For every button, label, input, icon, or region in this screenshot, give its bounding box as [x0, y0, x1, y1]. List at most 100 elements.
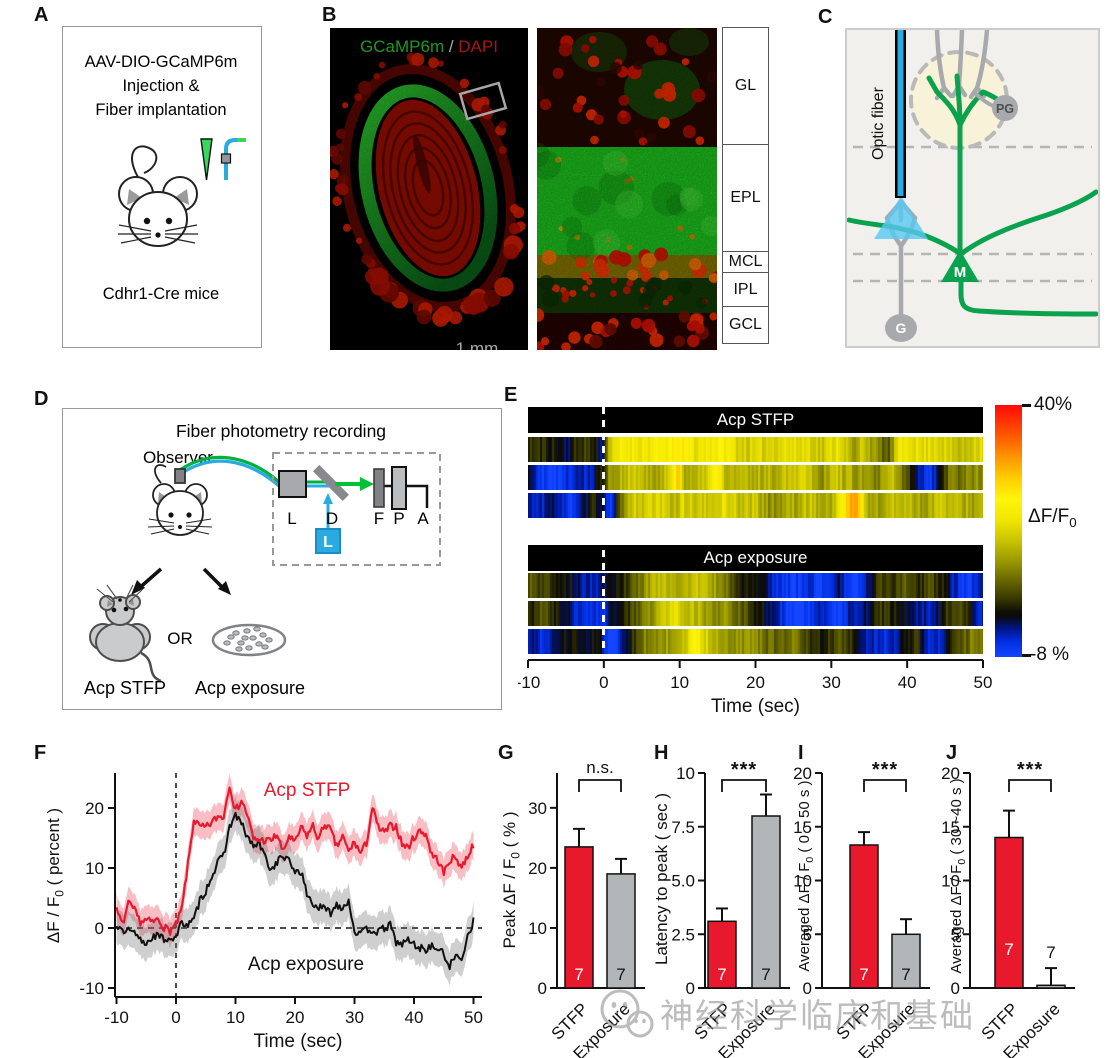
- i-ylabel-post: ( 0 ~ 50 s ): [796, 780, 813, 857]
- light-cone: [874, 196, 928, 239]
- photodetector-letter: P: [393, 509, 404, 528]
- panel-label-j: J: [946, 742, 958, 764]
- food-pellet: [243, 628, 251, 634]
- food-pellet: [235, 646, 243, 652]
- colorbar-max-tick: [1022, 404, 1031, 407]
- optic-fiber-core: [897, 30, 904, 196]
- layer-mcl-label: MCL: [728, 253, 763, 270]
- pipette-icon: [200, 138, 213, 181]
- n-label: 7: [1046, 943, 1055, 962]
- stfp-option-label: Acp STFP: [84, 678, 166, 698]
- colorbar-title-sub: 0: [1069, 514, 1077, 530]
- layer-ipl: IPL: [722, 272, 769, 307]
- x-tick-label: 40: [898, 673, 917, 692]
- light-source-label: L: [323, 534, 333, 551]
- mitral-cell-processes: [847, 73, 1098, 317]
- layer-gcl-label: GCL: [729, 315, 762, 333]
- layer-label-column: GL EPL MCL IPL GCL: [722, 26, 769, 344]
- panel-label-c: C: [818, 6, 833, 28]
- layer-ipl-label: IPL: [733, 280, 758, 298]
- heatmap-row-stfp-1: [528, 437, 983, 462]
- g-ylabel-pre: Peak ΔF / F: [500, 858, 519, 949]
- panel-label-i: I: [798, 742, 804, 764]
- layer-gcl: GCL: [722, 305, 769, 344]
- y-tick-label: 15: [793, 818, 812, 837]
- stfp-series-label: Acp STFP: [264, 780, 351, 801]
- panel-d-box: Fiber photometry recording Observer: [62, 408, 502, 710]
- panel-a-drawing: AAV-DIO-GCaMP6m Injection & Fiber implan…: [85, 53, 246, 303]
- trace-line: [115, 786, 475, 936]
- food-pellet: [223, 640, 231, 646]
- bar-exposure: [751, 815, 781, 989]
- y-tick-label: -10: [79, 979, 104, 998]
- error-band: [116, 796, 474, 986]
- colorbar-title: ΔF/F0: [1028, 506, 1077, 530]
- heatmap-time-axis: -10 0 10 20 30 40 50 Time (sec): [518, 659, 992, 717]
- optics-box: [272, 452, 441, 566]
- y-tick-label: 0: [95, 919, 104, 938]
- bar-stfp: [707, 920, 737, 989]
- x-tick-label: 20: [746, 673, 765, 692]
- i-ylabel-pre: Averaged ΔF / F: [796, 862, 813, 972]
- n-label: 7: [574, 965, 583, 984]
- f-ylabel: ΔF / F0 ( percent ): [44, 763, 66, 988]
- food-pellet: [241, 635, 249, 641]
- layer-epl-label: EPL: [730, 189, 761, 206]
- y-tick-label: 20: [528, 859, 547, 878]
- exposure-option-label: Acp exposure: [195, 678, 305, 698]
- exposure-heatmap-header: Acp exposure: [528, 545, 983, 571]
- bar-exposure: [891, 933, 921, 989]
- x-tick-label: 10: [226, 1008, 245, 1027]
- amplifier-letter: A: [417, 509, 429, 528]
- heatmap-row-stfp-2: [528, 465, 983, 490]
- n-label: 7: [616, 965, 625, 984]
- dichroic-mirror: [313, 465, 349, 501]
- mouse-drawing: [118, 145, 198, 247]
- food-pellet: [245, 645, 253, 651]
- trace-line: [115, 811, 475, 971]
- aav-line1: AAV-DIO-GCaMP6m: [85, 53, 238, 71]
- bar-exposure: [606, 873, 636, 989]
- photodetector: [391, 466, 407, 510]
- x-tick-label: 40: [405, 1008, 424, 1027]
- y-tick-label: 0: [951, 979, 960, 998]
- dichroic-letter: D: [326, 509, 338, 528]
- y-tick-label: 5: [803, 925, 812, 944]
- lens: [278, 470, 307, 498]
- line-chart: -10 0 10 20 -10 0 10 20 30 40 50 Time (sec) Acp STFP…: [79, 773, 483, 1052]
- food-dish: [211, 623, 287, 657]
- sig-bracket: [578, 779, 622, 792]
- error-band: [116, 773, 474, 949]
- sig-label: ***: [731, 759, 757, 781]
- photometry-title: Fiber photometry recording: [176, 421, 386, 441]
- panel-label-e: E: [504, 384, 518, 406]
- food-pellet: [227, 634, 235, 640]
- f-ylabel-post: ( percent ): [44, 807, 63, 891]
- i-ylabel-sub: 0: [804, 856, 816, 863]
- panel-b-bulb-image: GCaMP6m / DAPI 1 mm: [330, 28, 528, 350]
- heatmap-row-exposure-2: [528, 601, 983, 626]
- j-ylabel-post: ( 30 ~40 s ): [948, 778, 965, 859]
- y-tick-label: 30: [528, 799, 547, 818]
- granule-cell-label: G: [896, 320, 907, 336]
- n-label: 7: [761, 965, 770, 984]
- j-ylabel-pre: Averaged ΔF / F: [948, 864, 965, 974]
- food-pellet: [249, 635, 257, 641]
- image-grain: [330, 28, 528, 350]
- colorbar-min-label: -8 %: [1030, 644, 1070, 665]
- food-pellet: [253, 626, 261, 632]
- panel-label-h: H: [654, 742, 669, 764]
- beam-arrowhead: [360, 477, 374, 491]
- aav-line2: Injection &: [122, 77, 199, 95]
- cable-green: [179, 455, 281, 484]
- mitral-cell-soma: [941, 250, 979, 282]
- heatmap-row-stfp-3: [528, 493, 983, 518]
- y-tick-label: 15: [941, 818, 960, 837]
- panel-b-zoom-image: [537, 28, 717, 350]
- sig-label: ***: [1017, 759, 1043, 781]
- sig-label: n.s.: [586, 758, 613, 777]
- event-time-marker: [602, 407, 605, 654]
- heatmap-row-exposure-1: [528, 573, 983, 598]
